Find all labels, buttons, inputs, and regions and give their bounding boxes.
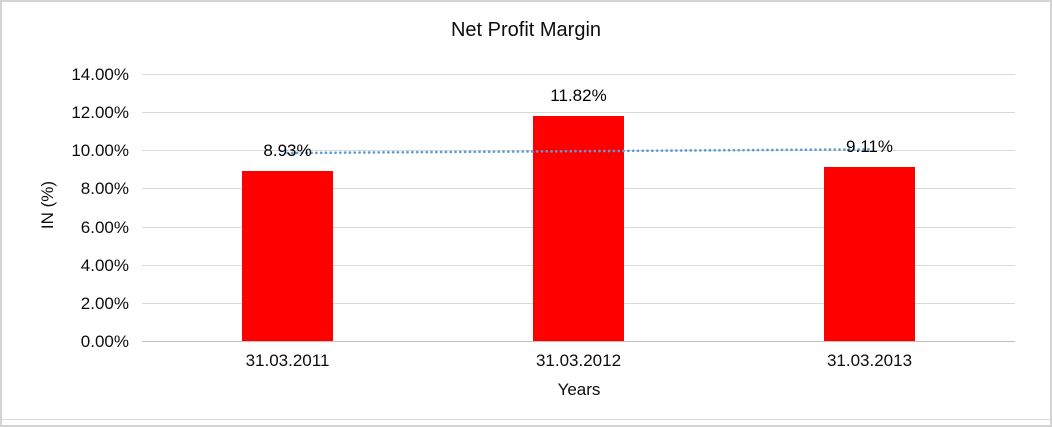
y-tick-label: 6.00% — [80, 218, 129, 237]
bar — [824, 167, 915, 341]
y-tick-label: 8.00% — [80, 179, 129, 198]
gridline — [142, 341, 1015, 342]
gridline — [142, 74, 1015, 75]
data-label: 9.11% — [846, 137, 893, 157]
x-tick-label: 31.03.2012 — [535, 351, 622, 370]
x-tick-label: 31.03.2013 — [826, 351, 913, 370]
y-tick-label: 0.00% — [80, 332, 129, 351]
y-tick-label: 10.00% — [71, 141, 129, 160]
chart-frame-bottom-line — [2, 419, 1050, 420]
data-label: 8.93% — [263, 140, 312, 160]
y-tick-label: 12.00% — [71, 103, 129, 122]
gridline — [142, 112, 1015, 113]
y-tick-label: 14.00% — [71, 65, 129, 84]
bar — [533, 115, 624, 341]
x-tick-label: 31.03.2011 — [245, 351, 330, 370]
x-axis-title: Years — [557, 380, 601, 399]
trendline-dotted — [286, 148, 871, 155]
data-label: 11.82% — [550, 85, 607, 105]
y-tick-label: 4.00% — [80, 256, 129, 275]
chart-title: Net Profit Margin — [450, 19, 602, 41]
bar — [242, 170, 333, 341]
y-tick-label: 2.00% — [80, 294, 129, 313]
